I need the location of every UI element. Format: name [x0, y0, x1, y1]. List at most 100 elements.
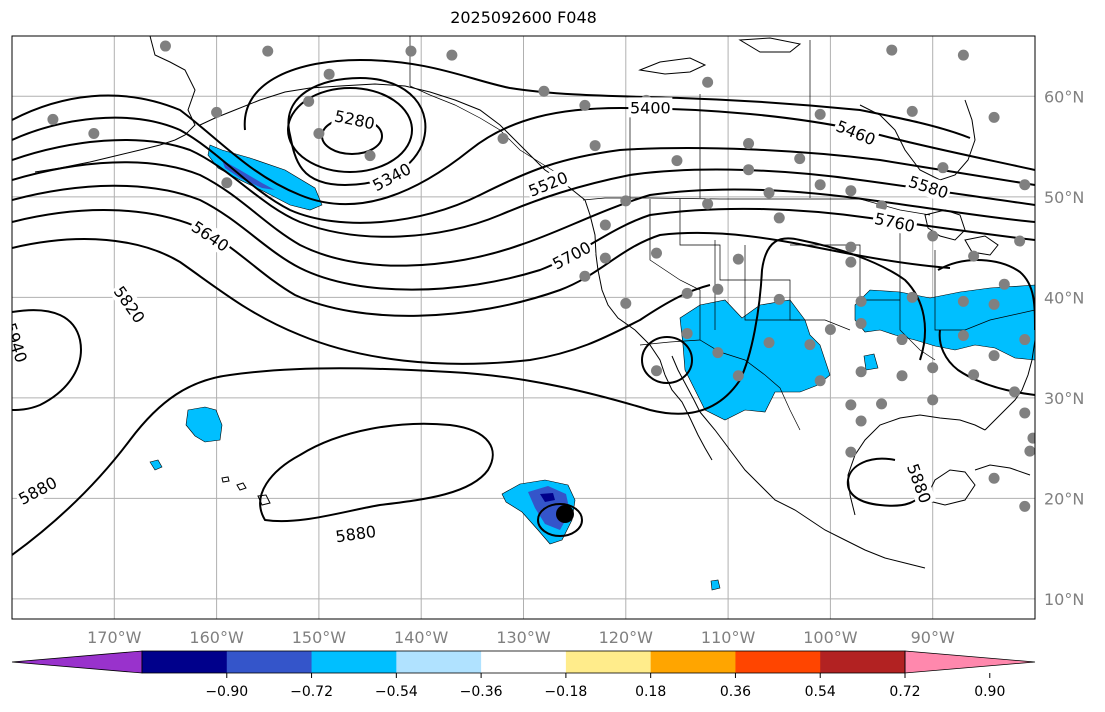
- colorbar-tick-label: −0.18: [544, 684, 587, 700]
- station-point: [763, 187, 775, 199]
- station-point: [988, 472, 1000, 484]
- contour-label: 5280: [331, 105, 379, 134]
- anomaly-region-small-2: [710, 579, 721, 591]
- station-point: [886, 44, 898, 56]
- contour-label-bg: [367, 157, 416, 196]
- latitude-axis: 10°N 20°N 30°N 40°N 50°N 60°N: [1044, 87, 1084, 609]
- colorbar-extend-high: [904, 650, 1036, 674]
- station-point: [855, 415, 867, 427]
- contour-label-text: 5880: [334, 522, 377, 546]
- contour-label: 5880: [13, 471, 62, 510]
- lat-tick-label: 60°N: [1044, 87, 1084, 106]
- contour-label: 5460: [831, 114, 881, 151]
- station-point: [1019, 500, 1031, 512]
- colorbar-tick-label: −0.90: [205, 684, 248, 700]
- contour-5340: [287, 76, 427, 187]
- lat-tick-label: 20°N: [1044, 489, 1084, 508]
- station-point: [957, 295, 969, 307]
- station-point: [599, 219, 611, 231]
- contour-label-text: 5700: [549, 238, 594, 274]
- contour-label: 5880: [902, 459, 937, 508]
- station-point: [681, 328, 693, 340]
- contour-label-bg: [628, 97, 673, 118]
- station-point: [988, 350, 1000, 362]
- lon-tick-label: 90°W: [911, 628, 955, 647]
- station-point: [589, 140, 601, 152]
- contour-5700: [12, 184, 1035, 291]
- colorbar-swatch: [481, 651, 567, 673]
- station-point: [763, 337, 775, 349]
- station-point: [446, 49, 458, 61]
- station-point: [702, 76, 714, 88]
- colorbar-frame: [141, 650, 906, 674]
- station-point: [313, 128, 325, 140]
- contour-label: 5340: [367, 157, 416, 196]
- station-point: [1024, 445, 1035, 457]
- lon-tick-label: 140°W: [394, 628, 449, 647]
- contour-label: 5400: [628, 97, 673, 118]
- station-point: [712, 283, 724, 295]
- station-point: [599, 252, 611, 264]
- colorbar-swatch: [311, 651, 397, 673]
- anomaly-region-eastern-us: [854, 284, 1035, 361]
- station-points: [47, 40, 1035, 512]
- contour-label-text: 5280: [333, 106, 377, 133]
- station-point: [1009, 386, 1021, 398]
- station-point: [927, 394, 939, 406]
- station-point: [732, 370, 744, 382]
- station-point: [743, 138, 755, 150]
- contour-label-bg: [902, 459, 937, 508]
- contour-label: 5820: [108, 280, 151, 329]
- station-point: [814, 179, 826, 191]
- lon-tick-label: 160°W: [189, 628, 244, 647]
- lon-tick-label: 120°W: [599, 628, 654, 647]
- lat-tick-label: 50°N: [1044, 188, 1084, 207]
- contour-5940: [12, 309, 82, 411]
- station-point: [712, 347, 724, 359]
- station-point: [896, 370, 908, 382]
- contour-label-text: 5880: [15, 473, 60, 509]
- anomaly-region-southwest-us: [679, 299, 831, 421]
- station-point: [937, 162, 949, 174]
- contour-label: 5640: [186, 215, 235, 257]
- station-point: [855, 366, 867, 378]
- station-point: [159, 40, 171, 52]
- contour-label-bg: [332, 520, 379, 547]
- contour-label: 5880: [332, 520, 379, 547]
- station-point: [538, 85, 550, 97]
- colorbar-tick-label: 0.54: [805, 684, 836, 700]
- station-point: [221, 177, 233, 189]
- storm-center-marker: [556, 505, 574, 523]
- contour-5880-gulf: [846, 457, 923, 507]
- contour-label-bg: [186, 215, 235, 257]
- station-point: [845, 446, 857, 458]
- colorbar-tick-label: 0.72: [889, 684, 920, 700]
- anomaly-region-hawaii-north: [185, 406, 223, 443]
- colorbar-swatch: [820, 651, 906, 673]
- contour-label: 5700: [547, 235, 596, 275]
- anomaly-shading: [149, 144, 1035, 591]
- station-point: [620, 195, 632, 207]
- colorbar-swatch: [650, 651, 736, 673]
- map-frame: [11, 35, 1036, 620]
- colorbar-tick-label: 0.90: [974, 684, 1005, 700]
- station-point: [773, 212, 785, 224]
- station-point: [845, 256, 857, 268]
- contour-label: 5760: [871, 207, 919, 237]
- anomaly-region-gulf-alaska-core: [222, 160, 275, 190]
- colorbar-swatch: [226, 651, 313, 673]
- contour-5820: [12, 238, 711, 365]
- colorbar: −0.90 −0.72 −0.54 −0.36 −0.18 0.18 0.36 0.54 0.7…: [11, 650, 1036, 700]
- station-point: [845, 185, 857, 197]
- colorbar-tick-label: −0.72: [290, 684, 333, 700]
- station-point: [1019, 407, 1031, 419]
- contour-label-bg: [12, 318, 33, 367]
- lat-tick-label: 30°N: [1044, 389, 1084, 408]
- station-point: [906, 105, 918, 117]
- contour-label-bg: [831, 114, 881, 151]
- station-point: [47, 113, 59, 125]
- lon-tick-label: 110°W: [701, 628, 756, 647]
- station-point: [968, 250, 980, 262]
- anomaly-region-small-3: [863, 353, 879, 371]
